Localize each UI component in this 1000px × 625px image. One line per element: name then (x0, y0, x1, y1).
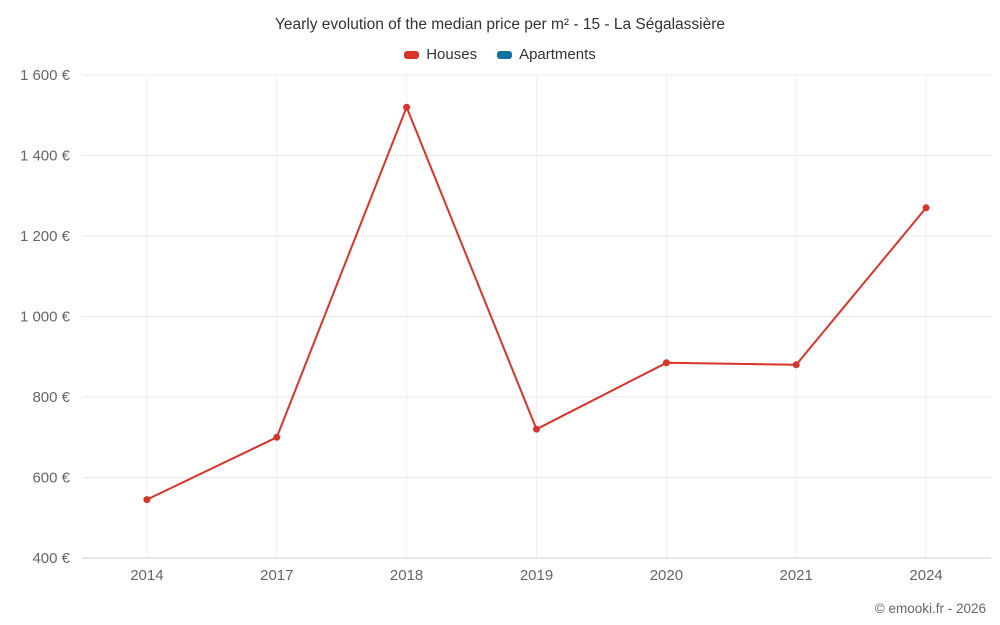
x-axis-tick-label: 2020 (650, 567, 683, 584)
legend-label: Apartments (519, 46, 596, 63)
y-axis-tick-label: 1 200 € (20, 228, 71, 245)
copyright-credit: © emooki.fr - 2026 (874, 601, 986, 616)
y-axis-tick-label: 800 € (32, 389, 70, 406)
y-axis-tick-label: 1 400 € (20, 148, 71, 165)
data-point-marker[interactable] (273, 433, 281, 441)
x-axis-tick-label: 2019 (520, 567, 553, 584)
x-axis-tick-label: 2021 (780, 567, 813, 584)
x-axis-tick-label: 2014 (130, 567, 163, 584)
x-axis-tick-label: 2017 (260, 567, 293, 584)
data-point-marker[interactable] (533, 425, 540, 433)
legend-item-apartments[interactable]: Apartments (497, 46, 596, 63)
y-axis-tick-label: 400 € (32, 550, 70, 567)
y-axis-tick-label: 1 000 € (20, 309, 71, 326)
legend-swatch-houses (404, 50, 420, 59)
data-point-marker[interactable] (403, 103, 411, 111)
data-point-marker[interactable] (792, 361, 800, 369)
y-axis-tick-label: 1 600 € (20, 67, 71, 84)
legend-item-houses[interactable]: Houses (404, 46, 477, 63)
chart-title: Yearly evolution of the median price per… (274, 16, 726, 33)
data-point-marker[interactable] (922, 204, 930, 212)
y-axis-tick-label: 600 € (32, 470, 70, 487)
x-axis-tick-label: 2018 (390, 567, 423, 584)
legend-swatch-apartments (497, 50, 513, 59)
legend: Houses Apartments (0, 46, 1000, 63)
x-axis-tick-label: 2024 (909, 567, 942, 584)
data-point-marker[interactable] (662, 359, 670, 367)
legend-label: Houses (426, 46, 478, 63)
data-point-marker[interactable] (143, 496, 151, 504)
